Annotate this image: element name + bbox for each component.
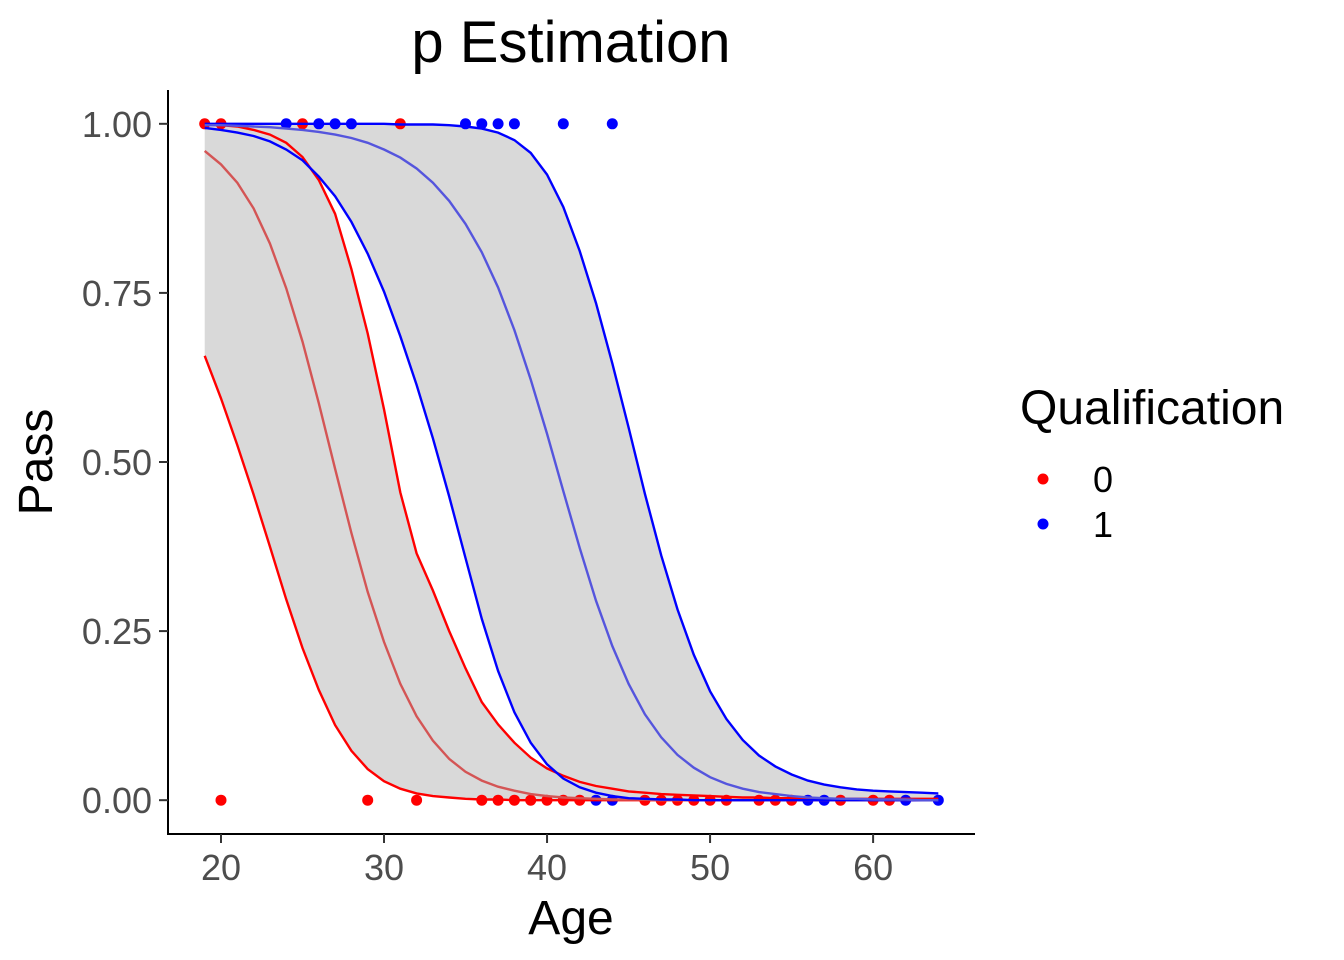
y-axis-title: Pass	[10, 409, 63, 516]
y-tick-label-0.75: 0.75	[82, 273, 152, 314]
y-tick-label-0: 0.00	[82, 780, 152, 821]
confidence-band-0	[204, 124, 939, 801]
data-point-1-7	[508, 118, 520, 130]
data-point-1-8	[557, 118, 569, 130]
data-point-1-6	[492, 118, 504, 130]
plot-area	[199, 118, 944, 806]
x-tick-label-30: 30	[364, 847, 404, 888]
x-axis-ticks: 20 30 40 50 60	[201, 834, 893, 888]
x-tick-label-20: 20	[201, 847, 241, 888]
legend-key-1	[1037, 518, 1049, 530]
data-point-0-4	[215, 794, 227, 806]
legend-entries: 01	[1037, 459, 1113, 545]
chart-title: p Estimation	[411, 10, 730, 75]
data-point-1-9	[606, 118, 618, 130]
upper-bound-line-1	[204, 122, 939, 795]
y-tick-label-0.5: 0.50	[82, 442, 152, 483]
legend-label-0: 0	[1093, 459, 1113, 500]
x-tick-label-40: 40	[527, 847, 567, 888]
legend-label-1: 1	[1093, 504, 1113, 545]
legend-title: Qualification	[1020, 382, 1284, 435]
x-tick-label-60: 60	[853, 847, 893, 888]
legend: Qualification 01	[1020, 382, 1284, 545]
y-axis-ticks: 0.00 0.25 0.50 0.75 1.00	[82, 104, 168, 821]
confidence-band-1	[204, 123, 939, 801]
y-tick-label-1: 1.00	[82, 104, 152, 145]
legend-key-0	[1037, 473, 1049, 485]
data-point-0-6	[411, 794, 423, 806]
data-point-0-5	[362, 794, 374, 806]
lower-bound-line-1	[204, 126, 939, 802]
y-tick-label-0.25: 0.25	[82, 611, 152, 652]
fitted-line-1	[204, 123, 939, 802]
x-axis-title: Age	[528, 892, 613, 945]
x-tick-label-50: 50	[690, 847, 730, 888]
data-point-1-5	[476, 118, 488, 130]
